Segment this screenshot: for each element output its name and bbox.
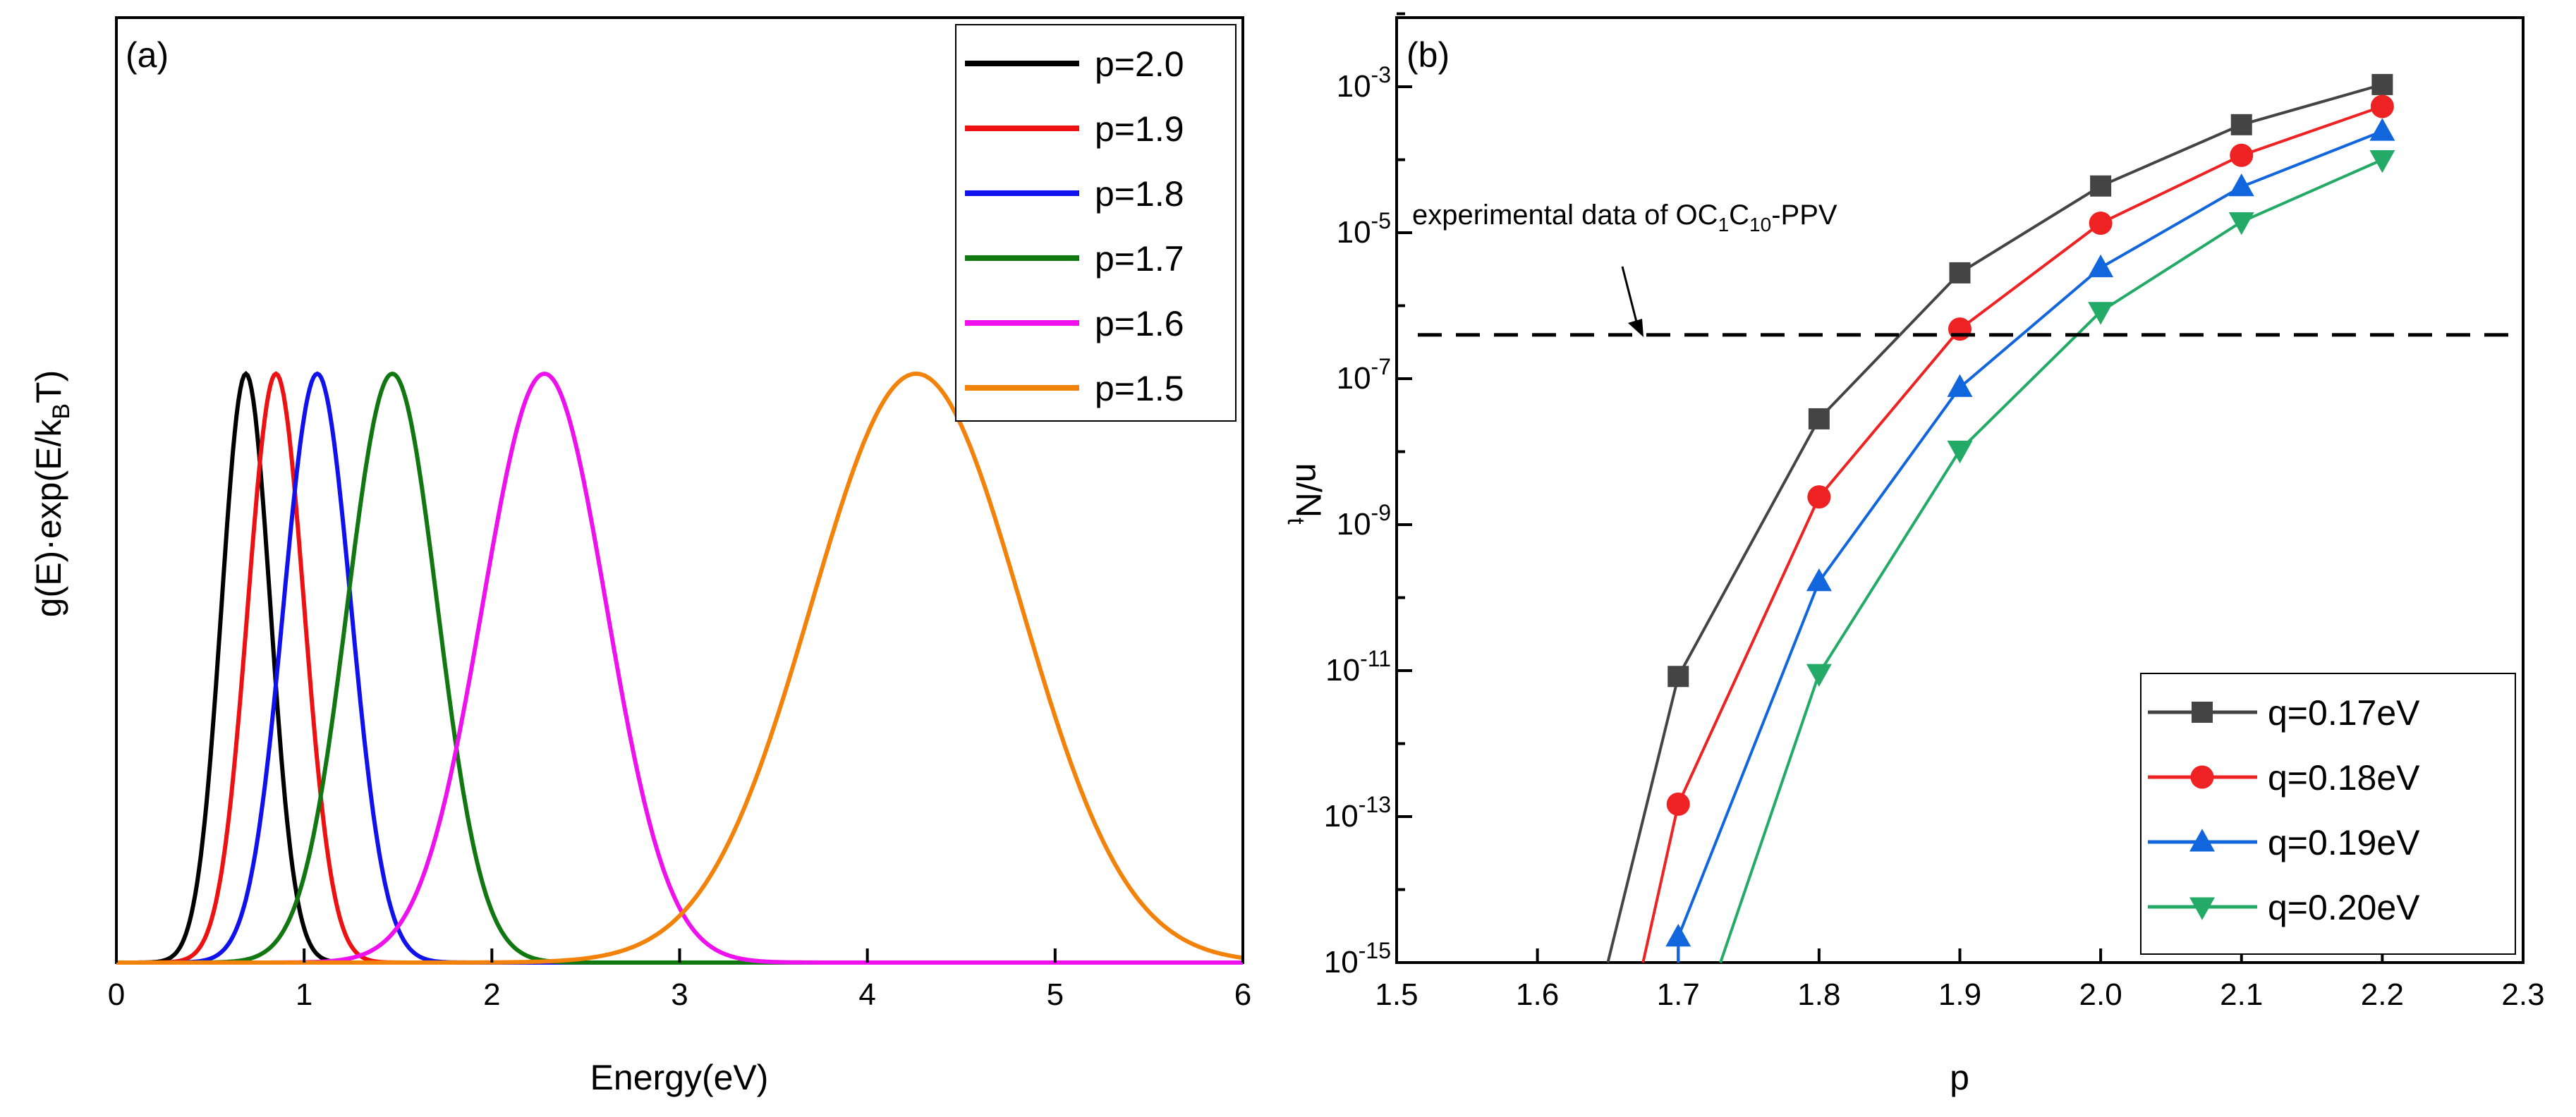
data-point-q=0.20eV	[2369, 150, 2395, 173]
panel-b-x-axis-label: p	[1950, 1058, 1969, 1097]
data-point-q=0.19eV	[2369, 118, 2395, 141]
data-point-q=0.17eV	[2371, 73, 2393, 95]
legend-label: q=0.17eV	[2268, 693, 2420, 733]
energy-curve-p=1.7	[116, 371, 1243, 965]
x-tick-label: 1.6	[1516, 977, 1559, 1012]
data-point-q=0.19eV	[1665, 924, 1691, 947]
energy-curve-p=2.0	[116, 370, 1243, 965]
legend-marker-q=0.17eV	[2192, 702, 2213, 723]
panel-a-x-ticks: 0 1 2 3 4 5 6	[108, 948, 1251, 1012]
panel-b-y-ticks: 10-15 10-13 10-11 10-9 10-7 10-5 10-3	[1324, 12, 1412, 979]
data-point-q=0.18eV	[2370, 94, 2394, 118]
x-tick-label: 3	[671, 977, 688, 1012]
x-tick-label: 1.8	[1797, 977, 1840, 1012]
x-tick-label: 5	[1047, 977, 1064, 1012]
x-tick-label: 4	[858, 977, 875, 1012]
panel-b-curves	[1606, 73, 2395, 963]
data-point-q=0.17eV	[2090, 175, 2112, 197]
data-point-q=0.17eV	[1949, 262, 1971, 283]
y-tick-label: 10-3	[1337, 62, 1391, 104]
legend-marker-q=0.19eV	[2189, 829, 2215, 852]
panel-a-legend-box	[955, 24, 1237, 422]
annotation-arrow	[1621, 266, 1639, 328]
legend-label: p=1.8	[1095, 174, 1184, 214]
panel-a-label: (a)	[126, 35, 169, 75]
y-tick-label: 10-11	[1325, 646, 1391, 688]
x-tick-label: 2.0	[2079, 977, 2122, 1012]
data-point-q=0.18eV	[1666, 792, 1690, 816]
x-tick-label: 1	[296, 977, 312, 1012]
data-point-q=0.18eV	[1948, 317, 1972, 341]
x-tick-label: 0	[108, 977, 125, 1012]
legend-label: p=1.9	[1095, 109, 1184, 149]
panel-a-y-axis-label: g(E)·exp(E/kBT)	[29, 370, 75, 618]
panel-b-legend: q=0.17eV q=0.18eV q=0.19eV q=0.20eV	[2140, 673, 2516, 955]
panel-b-label: (b)	[1407, 35, 1450, 75]
legend-label: p=1.6	[1095, 304, 1184, 343]
panel-b-x-ticks: 1.5 1.6 1.7 1.8 1.9 2.0 2.1 2.2 2.3	[1375, 948, 2545, 1012]
x-tick-label: 6	[1234, 977, 1251, 1012]
data-point-q=0.20eV	[2228, 212, 2254, 236]
panel-a-legend: p=2.0 p=1.9 p=1.8 p=1.7 p=1.6 p=1.5	[955, 24, 1237, 422]
energy-curve-p=1.8	[116, 371, 1243, 965]
panel-a: 0 1 2 3 4 5 6 (a) Energy(eV) g(E)·exp(E/kBT) p…	[29, 16, 1251, 1097]
data-point-q=0.20eV	[2088, 302, 2114, 325]
data-point-q=0.17eV	[1808, 408, 1830, 429]
y-tick-label: 10-5	[1337, 208, 1391, 250]
legend-label: q=0.20eV	[2268, 888, 2420, 927]
x-tick-label: 2.3	[2501, 977, 2544, 1012]
data-point-q=0.17eV	[2230, 114, 2252, 135]
data-point-q=0.20eV	[1947, 440, 1973, 464]
energy-curve-p=1.5	[116, 371, 1244, 965]
data-point-q=0.19eV	[2228, 173, 2254, 197]
data-point-q=0.19eV	[1806, 568, 1832, 592]
y-tick-label: 10-9	[1337, 500, 1391, 542]
energy-curve-p=1.9	[116, 371, 1243, 965]
y-tick-label: 10-13	[1324, 792, 1391, 834]
data-point-q=0.20eV	[1806, 664, 1832, 687]
panel-b-y-axis-label: n/Nt	[1282, 463, 1328, 525]
data-point-q=0.19eV	[1947, 374, 1973, 397]
x-tick-label: 1.5	[1375, 977, 1418, 1012]
data-point-q=0.18eV	[1807, 485, 1831, 509]
data-point-q=0.19eV	[2088, 254, 2114, 278]
data-point-q=0.18eV	[2230, 143, 2254, 167]
data-point-q=0.17eV	[1667, 666, 1689, 688]
legend-label: q=0.19eV	[2268, 823, 2420, 862]
panel-a-x-axis-label: Energy(eV)	[590, 1058, 769, 1097]
data-point-q=0.18eV	[2089, 212, 2113, 236]
annotation-arrowhead	[1628, 319, 1644, 337]
legend-label: p=2.0	[1095, 44, 1184, 84]
y-tick-label: 10-15	[1324, 938, 1391, 979]
series-line-q=0.20eV	[1719, 158, 2383, 963]
annotation-experimental-data: experimental data of OC1C10-PPV	[1412, 200, 1837, 236]
legend-marker-q=0.18eV	[2190, 765, 2214, 789]
y-tick-label: 10-7	[1337, 354, 1391, 396]
legend-label: p=1.7	[1095, 239, 1184, 279]
x-tick-label: 1.9	[1938, 977, 1981, 1012]
legend-label: p=1.5	[1095, 369, 1184, 408]
x-tick-label: 2.1	[2220, 977, 2263, 1012]
legend-label: q=0.18eV	[2268, 758, 2420, 798]
x-tick-label: 2.2	[2361, 977, 2404, 1012]
energy-curve-p=1.6	[116, 371, 1243, 965]
legend-marker-q=0.20eV	[2189, 897, 2215, 920]
x-tick-label: 2	[483, 977, 500, 1012]
panel-a-curves	[116, 370, 1244, 965]
x-tick-label: 1.7	[1657, 977, 1700, 1012]
